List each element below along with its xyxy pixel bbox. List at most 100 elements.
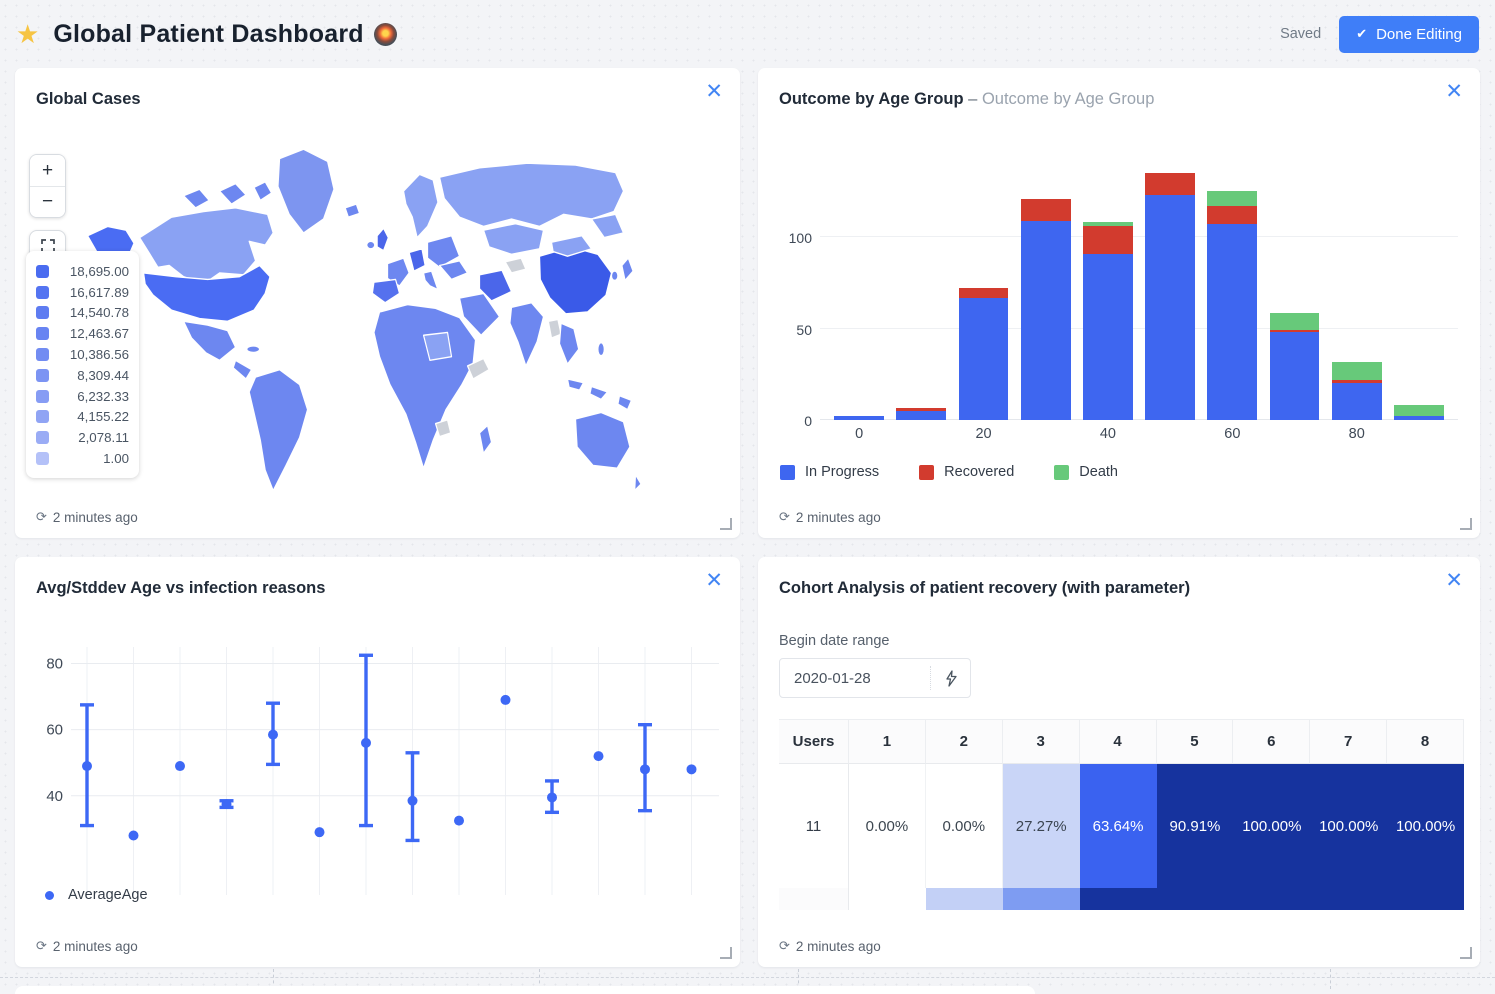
svg-text:60: 60 bbox=[46, 722, 63, 739]
zoom-in-button[interactable]: + bbox=[30, 155, 65, 186]
page-title: Global Patient Dashboard bbox=[53, 19, 364, 48]
world-map[interactable]: + − 18,695.00 16,617.89 14,540.78 12,463.67… bbox=[15, 118, 740, 492]
refresh-time: 2 minutes ago bbox=[52, 509, 138, 525]
x-tick-label: 40 bbox=[1099, 426, 1116, 442]
refresh-icon[interactable]: ⟳ bbox=[36, 938, 47, 953]
scatter-chart[interactable]: 40 60 80 bbox=[27, 643, 727, 908]
resize-handle[interactable] bbox=[1460, 947, 1472, 959]
bar-50[interactable] bbox=[1145, 173, 1195, 420]
bar-40[interactable] bbox=[1083, 221, 1133, 420]
done-editing-button[interactable]: ✔ Done Editing bbox=[1339, 15, 1479, 53]
zoom-out-button[interactable]: − bbox=[30, 186, 65, 217]
bar-segment-death bbox=[1083, 221, 1133, 227]
legend-swatch bbox=[36, 327, 49, 341]
refresh-icon[interactable]: ⟳ bbox=[779, 938, 790, 953]
legend-value: 4,155.22 bbox=[77, 409, 129, 425]
bar-90[interactable] bbox=[1394, 405, 1444, 420]
cohort-cell[interactable]: 100.00% bbox=[1233, 764, 1311, 888]
svg-text:80: 80 bbox=[46, 656, 63, 673]
bar-segment-in-progress bbox=[834, 416, 884, 420]
bar-segment-recovered bbox=[1207, 206, 1258, 225]
legend-item-in-progress[interactable]: In Progress bbox=[780, 464, 879, 480]
cohort-cell-partial bbox=[1156, 888, 1234, 910]
cohort-cell[interactable]: 90.91% bbox=[1156, 764, 1234, 888]
country-canada bbox=[139, 207, 274, 285]
legend-value: 14,540.78 bbox=[69, 305, 129, 321]
close-icon[interactable]: ✕ bbox=[705, 80, 723, 103]
bar-segment-in-progress bbox=[1394, 416, 1444, 420]
cohort-header-cell: 8 bbox=[1387, 720, 1464, 764]
grid-guide-vertical bbox=[273, 969, 274, 989]
bar-segment-in-progress bbox=[1020, 220, 1071, 420]
title-separator: – bbox=[968, 90, 978, 108]
refresh-status: ⟳ 2 minutes ago bbox=[779, 509, 881, 525]
bar-segment-recovered bbox=[1083, 226, 1133, 254]
cohort-cell[interactable]: 0.00% bbox=[925, 764, 1003, 888]
bar-10[interactable] bbox=[896, 408, 947, 420]
scatter-point bbox=[593, 751, 604, 762]
x-tick-label: 80 bbox=[1348, 426, 1365, 442]
bar-x-axis: 0 20 40 60 80 bbox=[820, 426, 1458, 442]
country-italy bbox=[422, 270, 439, 291]
bar-segment-recovered bbox=[1145, 173, 1195, 196]
country-iran bbox=[478, 269, 513, 302]
bar-20[interactable] bbox=[958, 288, 1009, 420]
country-russia bbox=[438, 162, 625, 228]
cohort-partial-row bbox=[779, 888, 1464, 910]
bar-segment-death bbox=[1394, 405, 1444, 417]
map-legend-row: 4,155.22 bbox=[36, 407, 129, 428]
resize-handle[interactable] bbox=[720, 518, 732, 530]
refresh-status: ⟳ 2 minutes ago bbox=[36, 509, 138, 525]
cohort-cell-partial bbox=[925, 888, 1003, 910]
cohort-cell[interactable]: 63.64% bbox=[1079, 764, 1157, 888]
cohort-cell[interactable]: 0.00% bbox=[849, 764, 926, 888]
country-new-zealand bbox=[634, 474, 642, 492]
scatter-point bbox=[640, 764, 650, 775]
country-uk bbox=[376, 227, 389, 252]
bar-80[interactable] bbox=[1331, 361, 1382, 420]
bar-70[interactable] bbox=[1269, 313, 1320, 420]
legend-item-recovered[interactable]: Recovered bbox=[919, 464, 1014, 480]
resize-handle[interactable] bbox=[1460, 518, 1472, 530]
begin-date-input[interactable]: 2020-01-28 bbox=[779, 658, 971, 698]
refresh-status: ⟳ 2 minutes ago bbox=[779, 938, 881, 954]
bar-segment-recovered bbox=[1020, 198, 1071, 221]
country-australia bbox=[574, 411, 631, 469]
scatter-point bbox=[82, 761, 92, 772]
panel-global-cases: Global Cases ✕ bbox=[15, 68, 740, 538]
stacked-bar-chart[interactable]: 0 50 100 bbox=[789, 164, 1458, 429]
favorite-star-icon[interactable]: ★ bbox=[16, 19, 40, 49]
apply-param-button[interactable] bbox=[930, 666, 970, 690]
virus-emoji-icon bbox=[373, 22, 397, 46]
cohort-cell[interactable]: 100.00% bbox=[1387, 764, 1464, 888]
close-icon[interactable]: ✕ bbox=[1445, 569, 1463, 592]
legend-value: 16,617.89 bbox=[69, 284, 129, 300]
bar-0[interactable] bbox=[834, 416, 884, 420]
scatter-point bbox=[407, 795, 418, 806]
bar-30[interactable] bbox=[1020, 198, 1071, 420]
legend-value: 1.00 bbox=[103, 451, 129, 467]
cohort-cell[interactable]: 100.00% bbox=[1310, 764, 1388, 888]
country-spain bbox=[371, 278, 401, 304]
cohort-table[interactable]: Users 1 2 3 4 5 6 7 8 11 0.00% 0.00% 27.27% 63.64% 90.… bbox=[779, 719, 1464, 910]
legend-item-death[interactable]: Death bbox=[1054, 464, 1118, 480]
header-actions: Saved ✔ Done Editing bbox=[1280, 15, 1479, 53]
bar-segment-death bbox=[1207, 191, 1258, 207]
close-icon[interactable]: ✕ bbox=[1445, 80, 1463, 103]
bar-slot bbox=[1015, 164, 1077, 420]
bar-slot bbox=[1326, 164, 1388, 420]
country-scandinavia bbox=[402, 173, 439, 239]
refresh-icon[interactable]: ⟳ bbox=[779, 509, 790, 524]
refresh-time: 2 minutes ago bbox=[52, 938, 138, 954]
bar-60[interactable] bbox=[1207, 191, 1258, 420]
cohort-header-cell: Users bbox=[779, 720, 849, 764]
close-icon[interactable]: ✕ bbox=[705, 569, 723, 592]
bars-container bbox=[820, 164, 1458, 420]
cohort-cell-partial bbox=[1387, 888, 1464, 910]
resize-handle[interactable] bbox=[720, 947, 732, 959]
refresh-icon[interactable]: ⟳ bbox=[36, 509, 47, 524]
grid-guide-vertical bbox=[798, 969, 799, 989]
cohort-cell[interactable]: 27.27% bbox=[1002, 764, 1080, 888]
gridline bbox=[820, 419, 1458, 420]
legend-swatch bbox=[1054, 464, 1070, 480]
